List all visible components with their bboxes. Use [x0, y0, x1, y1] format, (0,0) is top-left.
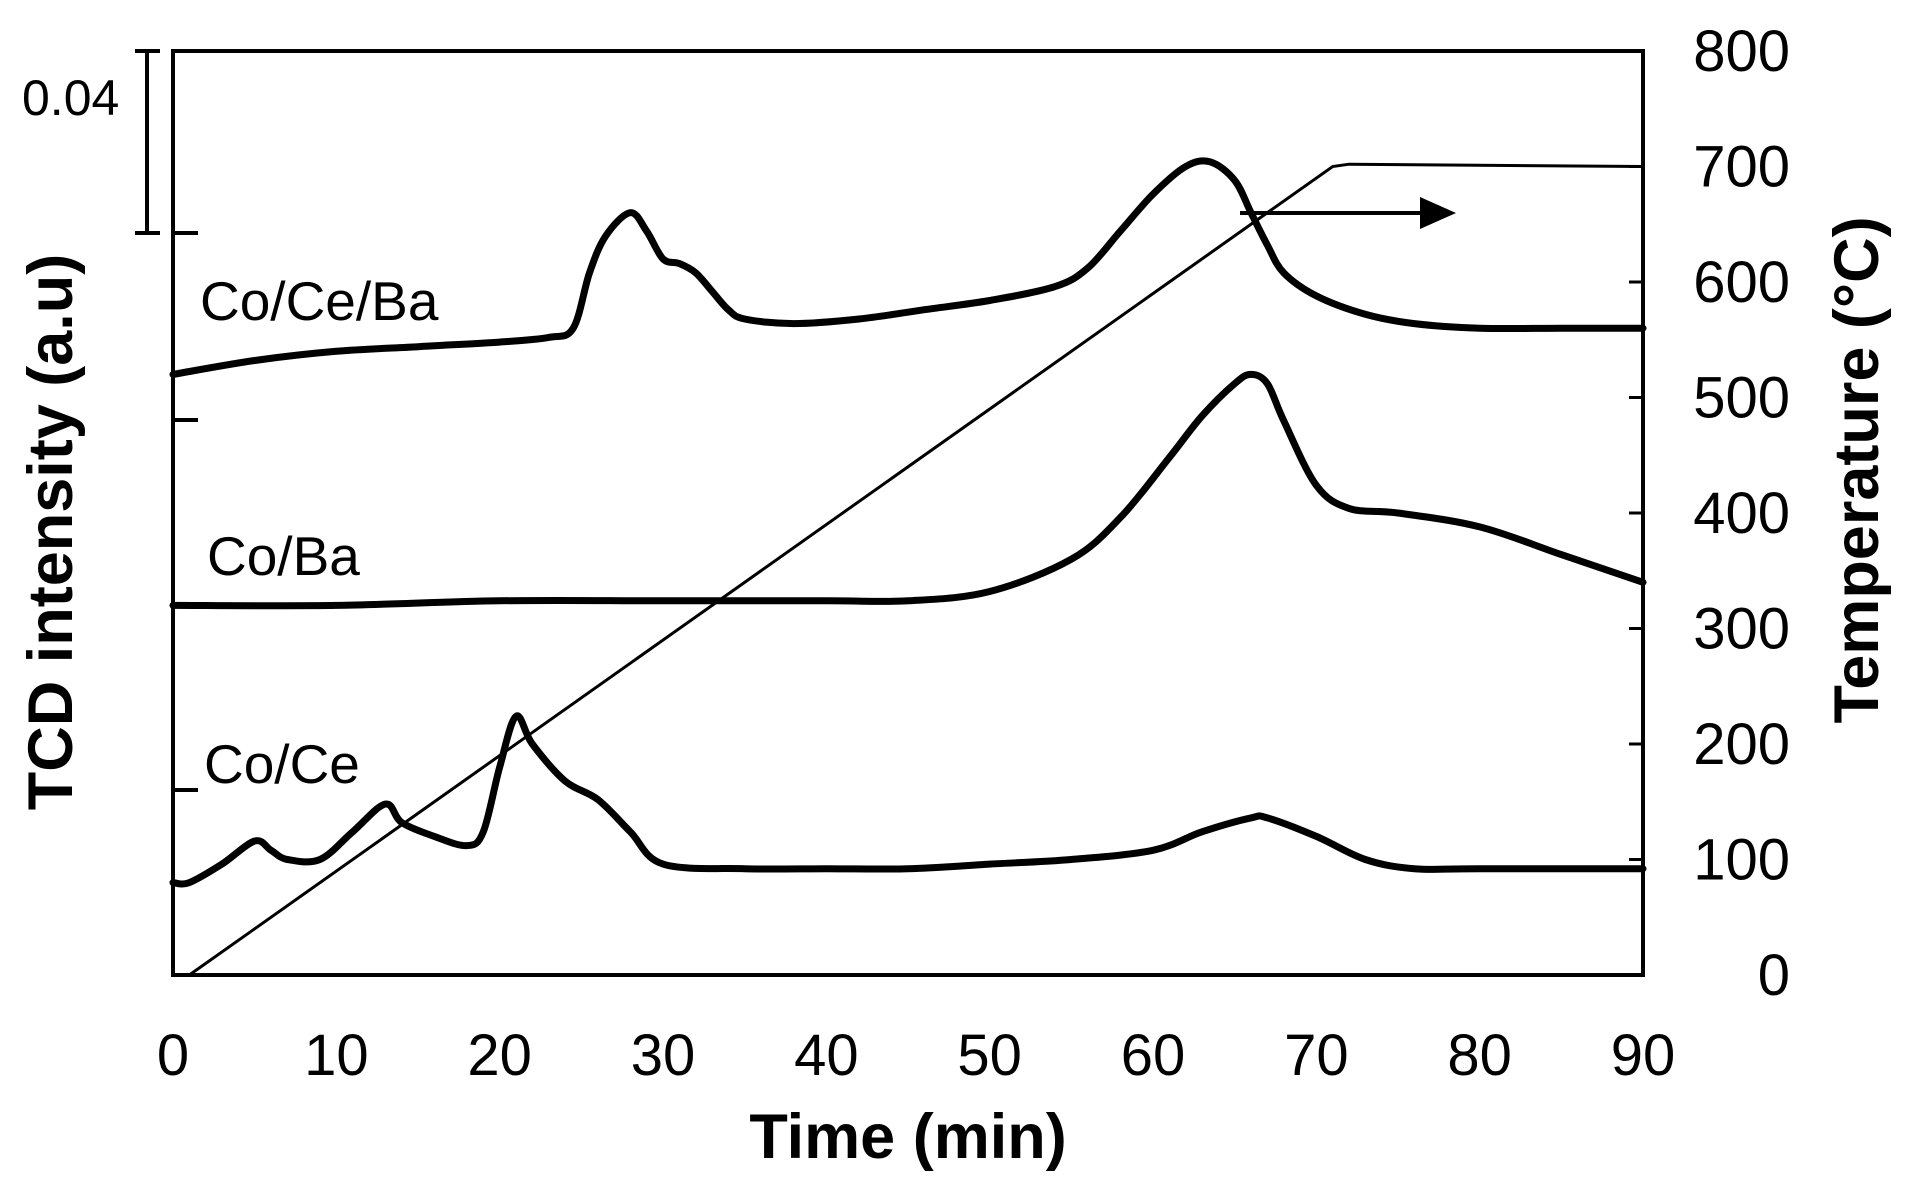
x-tick-label: 80 [1447, 1023, 1512, 1088]
right-axis-tick-label: 800 [1693, 19, 1790, 84]
right-axis-tick-label: 300 [1693, 597, 1790, 662]
series-line-co-ce [169, 712, 1647, 888]
x-tick-label: 60 [1121, 1023, 1186, 1088]
scale-bar-label: 0.04 [22, 70, 119, 126]
right-axis-tick-label: 0 [1758, 943, 1790, 1008]
right-axis-ticks: 0 100 200 300 400 500 600 700 800 [1629, 19, 1790, 1008]
x-tick-label: 70 [1284, 1023, 1349, 1088]
left-axis-markers [173, 231, 198, 792]
series-line-co-ba [169, 370, 1647, 610]
x-tick-label: 90 [1611, 1023, 1676, 1088]
x-tick-label: 10 [304, 1023, 369, 1088]
right-axis-tick-label: 600 [1693, 250, 1790, 315]
right-axis-tick-label: 700 [1693, 135, 1790, 200]
scale-bar: 0.04 [22, 49, 160, 235]
x-axis-ticks: 0 10 20 30 40 50 60 70 80 90 [157, 1023, 1675, 1088]
arrow-annotation [1240, 197, 1456, 229]
x-tick-label: 40 [794, 1023, 859, 1088]
arrow-head-icon [1420, 197, 1456, 229]
series-label-co-ba: Co/Ba [207, 525, 360, 587]
series-line-co-ce-ba [169, 157, 1647, 378]
x-tick-label: 20 [467, 1023, 532, 1088]
temperature-line [188, 162, 1644, 977]
series-layer [169, 157, 1647, 977]
series-label-co-ce-ba: Co/Ce/Ba [200, 270, 439, 332]
x-tick-label: 0 [157, 1023, 189, 1088]
x-axis-title: Time (min) [749, 1102, 1066, 1172]
right-axis-tick-label: 200 [1693, 712, 1790, 777]
y-right-axis-title: Temperature (°C) [1822, 216, 1892, 723]
x-tick-label: 50 [957, 1023, 1022, 1088]
right-axis-tick-label: 400 [1693, 481, 1790, 546]
right-axis-tick-label: 500 [1693, 366, 1790, 431]
series-label-co-ce: Co/Ce [204, 733, 360, 795]
y-left-axis-title: TCD intensity (a.u) [16, 254, 86, 811]
x-tick-label: 30 [631, 1023, 696, 1088]
right-axis-tick-label: 100 [1693, 828, 1790, 893]
